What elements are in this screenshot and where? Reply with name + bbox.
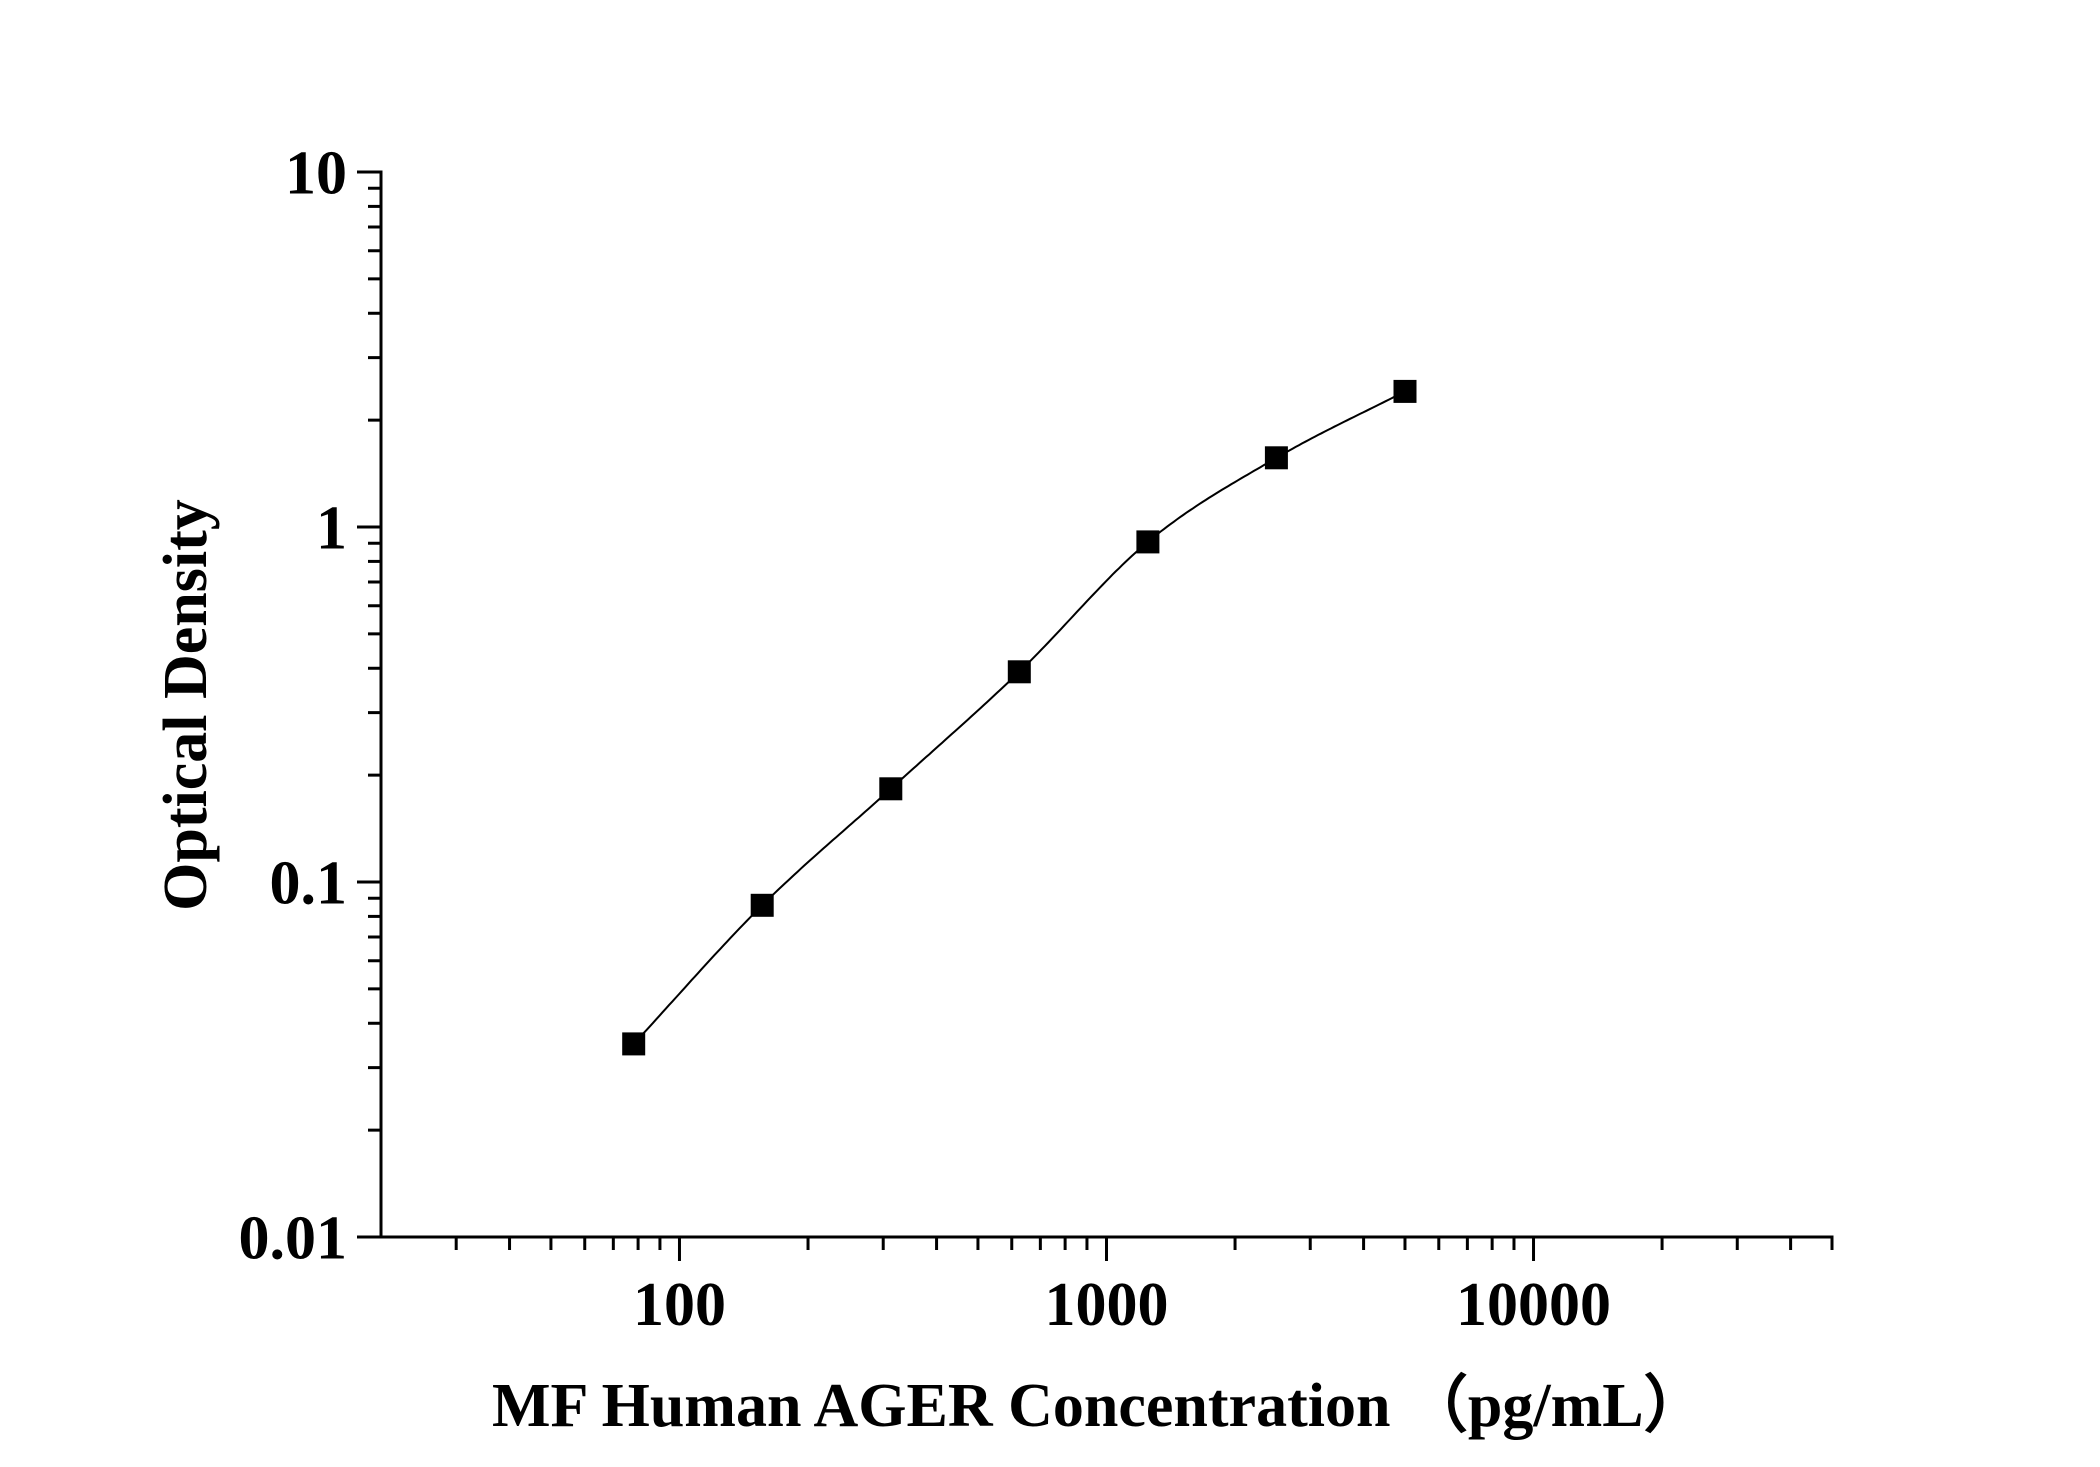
y-tick-label: 1 — [316, 495, 347, 563]
data-points — [622, 379, 1417, 1056]
x-tick-label: 10000 — [1456, 1271, 1611, 1339]
y-tick-label: 0.01 — [239, 1205, 348, 1273]
fit-curve — [632, 390, 1406, 1045]
data-point — [1264, 446, 1288, 470]
y-axis-label: Optical Density — [152, 499, 220, 911]
x-tick-label: 100 — [633, 1271, 726, 1339]
data-point — [879, 777, 903, 801]
data-point — [750, 893, 774, 917]
axis-ticks — [357, 170, 1834, 1261]
data-point — [1393, 379, 1417, 403]
data-point — [622, 1032, 646, 1056]
y-tick-label: 0.1 — [270, 850, 348, 918]
x-tick-label: 1000 — [1045, 1271, 1169, 1339]
x-tick-labels: 100 1000 10000 — [633, 1271, 1611, 1339]
y-tick-labels: 0.01 0.1 1 10 — [239, 140, 348, 1273]
data-point — [1136, 530, 1160, 554]
data-point — [1007, 660, 1031, 684]
y-tick-label: 10 — [285, 140, 347, 208]
x-axis-label: MF Human AGER Concentration （pg/mL） — [492, 1370, 1706, 1440]
